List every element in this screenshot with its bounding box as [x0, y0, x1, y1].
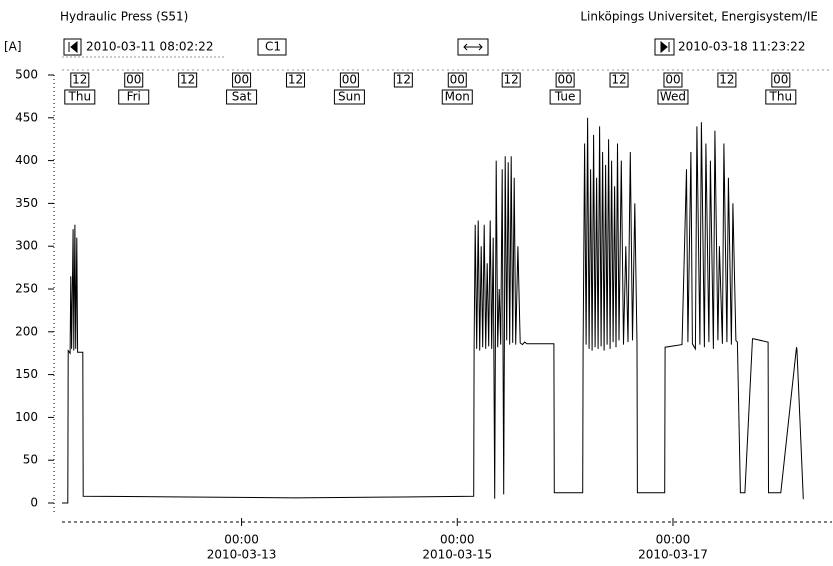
- zoom-icon: [463, 43, 483, 51]
- end-time: 2010-03-18 11:23:22: [678, 40, 805, 54]
- hour-label: 12: [611, 73, 626, 87]
- hour-label: 12: [288, 73, 303, 87]
- day-box: [333, 89, 365, 105]
- day-box: [765, 89, 797, 105]
- hour-box: [501, 72, 521, 88]
- day-label: Mon: [445, 90, 470, 104]
- hour-box: [124, 72, 144, 88]
- hour-label: 00: [342, 73, 357, 87]
- y-tick-label: 300: [15, 239, 38, 253]
- hour-box: [232, 72, 252, 88]
- y-tick-label: 250: [15, 282, 38, 296]
- hour-label: 12: [180, 73, 195, 87]
- hour-box: [393, 72, 413, 88]
- hour-label: 12: [719, 73, 734, 87]
- channel-button[interactable]: [257, 38, 287, 56]
- day-label: Tue: [554, 90, 576, 104]
- y-tick-label: 100: [15, 410, 38, 424]
- hour-label: 00: [126, 73, 141, 87]
- y-tick-label: 500: [15, 68, 38, 82]
- hour-box: [178, 72, 198, 88]
- day-label: Sat: [232, 90, 252, 104]
- hour-box: [339, 72, 359, 88]
- day-box: [226, 89, 258, 105]
- day-box: [118, 89, 150, 105]
- x-tick-label: 00:00: [656, 533, 691, 547]
- x-tick-label: 2010-03-15: [422, 548, 492, 562]
- x-tick-label: 2010-03-13: [207, 548, 277, 562]
- hour-box: [609, 72, 629, 88]
- day-box: [549, 89, 581, 105]
- day-label: Thu: [68, 90, 92, 104]
- y-tick-label: 350: [15, 196, 38, 210]
- y-tick-label: 0: [30, 496, 38, 510]
- day-box: [64, 89, 96, 105]
- unit-label: [A]: [4, 40, 22, 54]
- last-icon: [660, 40, 670, 54]
- hour-label: 00: [557, 73, 572, 87]
- hour-box: [717, 72, 737, 88]
- y-tick-label: 150: [15, 367, 38, 381]
- x-tick-label: 00:00: [224, 533, 259, 547]
- start-time: 2010-03-11 08:02:22: [86, 40, 213, 54]
- y-tick-label: 50: [23, 453, 38, 467]
- hour-label: 00: [773, 73, 788, 87]
- hour-box: [285, 72, 305, 88]
- hour-label: 12: [72, 73, 87, 87]
- day-label: Sun: [338, 90, 361, 104]
- hour-box: [70, 72, 90, 88]
- day-box: [657, 89, 689, 105]
- hour-box: [555, 72, 575, 88]
- day-label: Thu: [769, 90, 793, 104]
- x-tick-label: 00:00: [440, 533, 475, 547]
- line-series: [62, 117, 804, 504]
- channel: C1: [265, 40, 281, 54]
- day-box: [441, 89, 473, 105]
- hour-box: [447, 72, 467, 88]
- first-icon: [68, 40, 78, 54]
- hour-label: 12: [396, 73, 411, 87]
- day-label: Wed: [660, 90, 686, 104]
- last-button[interactable]: [654, 38, 675, 56]
- hour-label: 00: [234, 73, 249, 87]
- hour-label: 00: [450, 73, 465, 87]
- hour-box: [663, 72, 683, 88]
- y-tick-label: 400: [15, 153, 38, 167]
- organization: Linköpings Universitet, Energisystem/IE: [580, 10, 818, 24]
- day-label: Fri: [127, 90, 141, 104]
- hour-box: [771, 72, 791, 88]
- zoom-button[interactable]: [457, 38, 489, 56]
- y-tick-label: 450: [15, 110, 38, 124]
- y-tick-label: 200: [15, 324, 38, 338]
- first-button[interactable]: [63, 38, 82, 56]
- hour-label: 12: [504, 73, 519, 87]
- x-tick-label: 2010-03-17: [638, 548, 708, 562]
- hour-label: 00: [665, 73, 680, 87]
- chart-title: Hydraulic Press (S51): [60, 10, 188, 24]
